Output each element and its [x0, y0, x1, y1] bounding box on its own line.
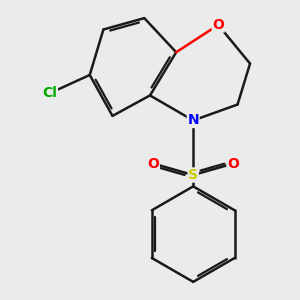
Text: O: O	[148, 157, 159, 171]
Text: Cl: Cl	[43, 86, 57, 100]
Text: N: N	[188, 113, 199, 128]
Text: O: O	[227, 157, 239, 171]
Text: S: S	[188, 168, 198, 182]
Text: O: O	[212, 18, 224, 32]
